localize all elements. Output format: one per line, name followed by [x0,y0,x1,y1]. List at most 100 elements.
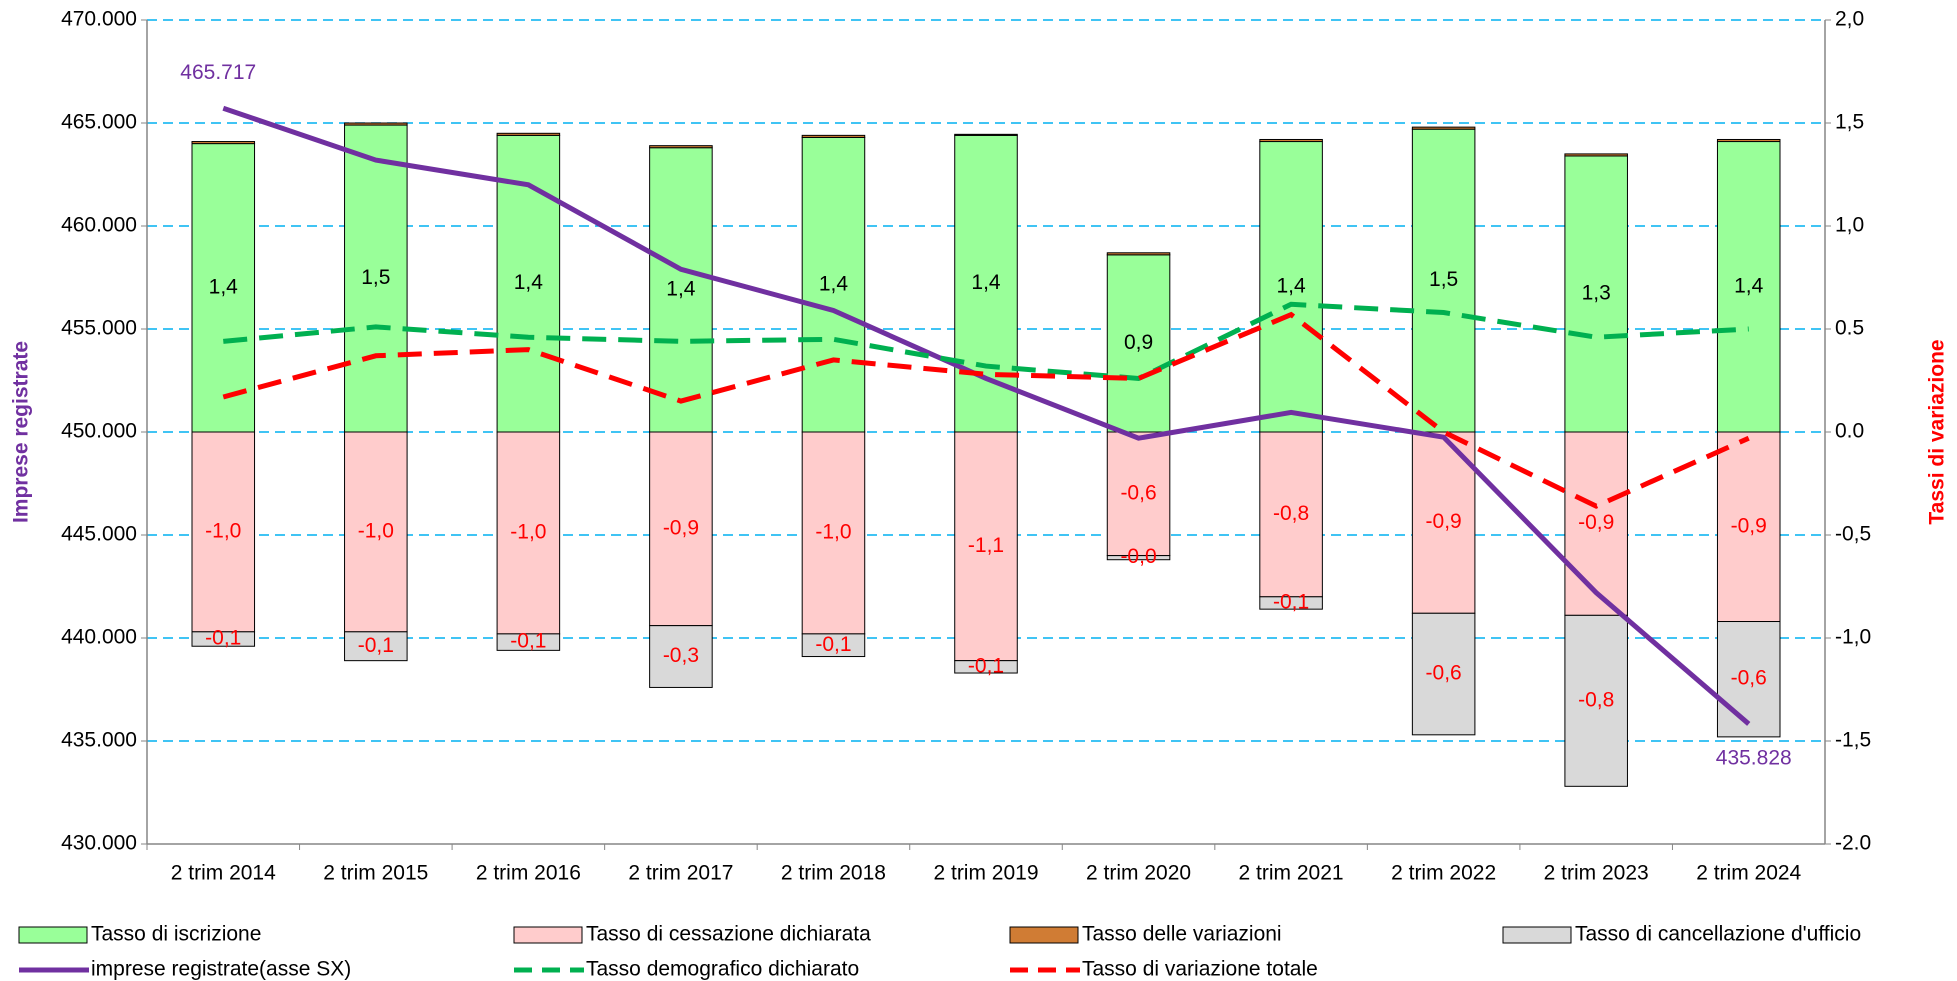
bar-segment [1259,138,1323,143]
legend-swatch [1502,926,1572,944]
data-label: 1,3 [1582,282,1611,305]
line-series [222,105,1751,726]
bar-segment [496,633,561,651]
bar-segment [496,431,561,635]
bar-segment [1716,431,1781,623]
data-label: 1,4 [971,271,1001,294]
data-label: 0,9 [1124,331,1153,354]
line-series [222,311,1750,509]
y2-tick-label: 1,5 [1835,111,1864,134]
y-axis-title: Imprese registrate [10,341,33,523]
bar-segment [954,133,1018,136]
x-tick-label: 2 trim 2020 [1086,862,1191,885]
y2-tick-label: -1,5 [1835,729,1871,752]
y-tick-label: 465.000 [61,111,137,134]
y2-tick-label: 0.5 [1835,317,1864,340]
y2-tick-label: -2.0 [1835,832,1871,855]
bar-segment [1716,138,1781,143]
y2-tick-label: -0,5 [1835,523,1871,546]
data-label: -0,9 [1731,514,1767,537]
bar-segment [1106,252,1171,256]
line-series [223,301,1749,381]
x-tick-label: 2 trim 2017 [628,862,733,885]
legend-label: Tasso delle variazioni [1082,923,1282,946]
data-label: 1,4 [1734,274,1764,297]
bar-segment [1106,555,1171,561]
data-label: -1,1 [968,534,1004,557]
bar-segment [191,143,256,433]
bar-segment [1259,431,1323,598]
data-label: 1,4 [1276,274,1306,297]
data-label: 435.828 [1716,746,1792,769]
y2-axis-title: Tassi di variazione [1926,339,1949,524]
y-tick-label: 455.000 [61,317,137,340]
x-tick-label: 2 trim 2021 [1239,862,1344,885]
data-label: -0,9 [1426,510,1462,533]
data-label: 465.717 [180,61,256,84]
y-tick-label: 435.000 [61,729,137,752]
bar-segment [1411,128,1476,433]
y2-tick-label: 0.0 [1835,420,1864,443]
bar-segment [1259,596,1323,610]
bar-segment [191,631,256,647]
bar-segment [1411,431,1476,614]
bar-segment [191,141,256,145]
data-label: -0,1 [1273,591,1309,614]
y-tick-label: 470.000 [61,8,137,31]
data-label: -0,1 [205,627,241,650]
x-tick-label: 2 trim 2024 [1696,862,1801,885]
data-label: -1,0 [510,520,546,543]
data-label: 1,4 [209,275,239,298]
data-label: -0,8 [1578,688,1614,711]
bar-segment [801,134,866,138]
y-tick-label: 445.000 [61,523,137,546]
bar-segment [801,136,866,433]
x-tick-label: 2 trim 2022 [1391,862,1496,885]
bar-segment [801,633,866,658]
legend-label: Tasso di variazione totale [1082,958,1318,981]
legend-label: Tasso di cessazione dichiarata [586,923,871,946]
x-tick-label: 2 trim 2015 [323,862,428,885]
legend-label: Tasso di cancellazione d'ufficio [1575,923,1861,946]
data-label: -0,1 [815,633,851,656]
legend-swatch [513,926,583,944]
bar-segment [649,431,713,627]
data-label: -0,9 [663,516,699,539]
bar-segment [1411,126,1476,130]
data-label: 1,5 [361,266,390,289]
x-tick-label: 2 trim 2016 [476,862,581,885]
legend-label: Tasso demografico dichiarato [586,958,859,981]
data-label: -0,6 [1731,667,1767,690]
x-tick-label: 2 trim 2018 [781,862,886,885]
y-tick-label: 440.000 [61,626,137,649]
bar-segment [649,625,713,688]
y-tick-label: 430.000 [61,832,137,855]
legend-swatch [1009,926,1079,944]
bar-segment [1564,431,1628,616]
bar-segment [344,631,408,662]
y-tick-label: 450.000 [61,420,137,443]
data-label: -0,6 [1426,662,1462,685]
y-tick-label: 460.000 [61,214,137,237]
x-tick-label: 2 trim 2023 [1544,862,1649,885]
data-label: -0,0 [1120,545,1156,568]
bar-segment [1564,155,1628,433]
legend-label: imprese registrate(asse SX) [91,958,351,981]
bar-segment [344,122,408,126]
bar-segment [954,134,1018,433]
data-label: -0,8 [1273,502,1309,525]
legend-swatch [18,926,88,944]
x-tick-label: 2 trim 2014 [171,862,276,885]
data-label: -1,0 [358,519,394,542]
bar-segment [649,145,713,149]
legend-label: Tasso di iscrizione [91,923,261,946]
bar-segment [1564,153,1628,157]
data-label: -0,9 [1578,511,1614,534]
bar-segment [1564,614,1628,787]
data-label: 1,4 [819,272,849,295]
data-label: -1,0 [205,519,241,542]
data-label: 1,4 [666,277,696,300]
bar-segment [1716,621,1781,738]
data-label: -0,1 [358,634,394,657]
